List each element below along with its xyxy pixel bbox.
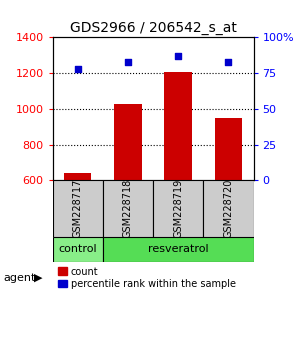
Text: GSM228717: GSM228717: [73, 179, 82, 238]
Text: GSM228720: GSM228720: [224, 179, 233, 238]
Bar: [103, 236, 254, 262]
Point: [75, 66, 80, 72]
Bar: [164, 72, 192, 180]
Bar: [114, 104, 142, 180]
Bar: [52, 180, 103, 236]
Text: ▶: ▶: [34, 273, 42, 283]
Bar: [103, 180, 153, 236]
Bar: [153, 180, 203, 236]
Point: [226, 59, 231, 64]
Text: resveratrol: resveratrol: [148, 244, 208, 255]
Text: GSM228718: GSM228718: [123, 179, 133, 238]
Legend: count, percentile rank within the sample: count, percentile rank within the sample: [57, 266, 237, 290]
Point: [125, 59, 130, 64]
Point: [176, 53, 181, 59]
Text: control: control: [58, 244, 97, 255]
Text: agent: agent: [3, 273, 35, 283]
Bar: [203, 180, 254, 236]
Text: GSM228719: GSM228719: [173, 179, 183, 238]
Bar: [214, 118, 242, 180]
Bar: [64, 173, 92, 180]
Bar: [52, 236, 103, 262]
Title: GDS2966 / 206542_s_at: GDS2966 / 206542_s_at: [70, 21, 236, 35]
